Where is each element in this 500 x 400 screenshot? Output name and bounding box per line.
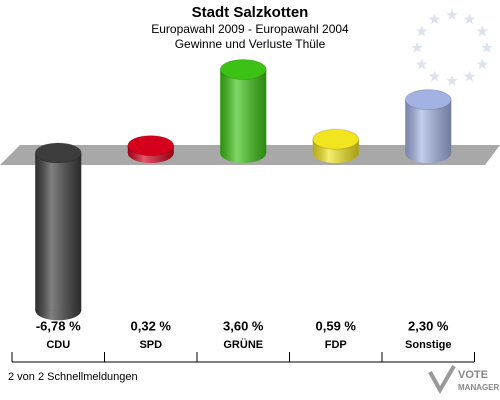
star	[481, 42, 493, 53]
star	[428, 70, 441, 82]
star	[411, 42, 423, 53]
star	[463, 13, 476, 25]
x-tick-label: SPD	[139, 339, 162, 351]
value-label: 3,60 %	[223, 318, 264, 333]
logo-text: VOTE	[458, 369, 488, 381]
value-label: 0,59 %	[316, 318, 357, 333]
x-tick-label: FDP	[325, 339, 347, 351]
star	[416, 25, 428, 37]
star	[476, 25, 488, 37]
star	[446, 75, 458, 86]
bar-shade	[220, 69, 267, 153]
star	[476, 58, 488, 70]
x-tick-label: GRÜNE	[223, 338, 263, 351]
bars	[34, 58, 452, 321]
star	[428, 13, 441, 25]
value-label: 2,30 %	[408, 318, 449, 333]
chart-subtitle: Europawahl 2009 - Europawahl 2004	[151, 22, 349, 36]
value-label: 0,32 %	[131, 318, 172, 333]
x-tick-label: Sonstige	[405, 339, 451, 351]
bar-top	[34, 142, 82, 164]
star	[416, 58, 428, 70]
bar-top	[219, 58, 267, 80]
star	[446, 9, 458, 20]
logo-text: MANAGER	[458, 383, 500, 392]
chart-title: Stadt Salzkotten	[192, 4, 309, 21]
bar-top	[404, 89, 452, 111]
value-label: -6,78 %	[36, 318, 81, 333]
logo: VOTE MANAGER	[428, 364, 500, 395]
chart-subtitle: Gewinne und Verluste Thüle	[175, 37, 326, 51]
bar-shade	[35, 153, 82, 311]
footer: 2 von 2 Schnellmeldungen	[8, 371, 138, 383]
eu-stars	[411, 9, 493, 86]
star	[463, 70, 476, 82]
bar-top	[127, 135, 175, 157]
x-tick-label: CDU	[46, 339, 70, 351]
bar-top	[312, 128, 360, 150]
